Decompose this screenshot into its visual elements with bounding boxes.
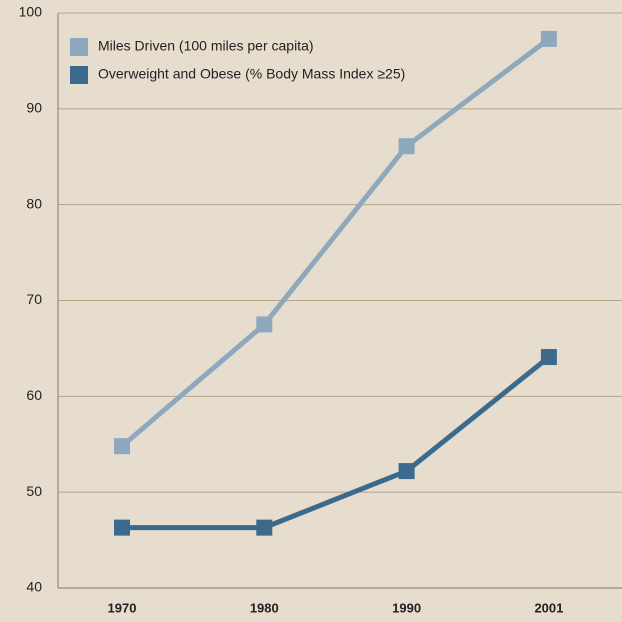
- point-marker: [256, 519, 273, 536]
- y-tick-label: 90: [26, 100, 42, 116]
- point-marker: [114, 438, 130, 455]
- y-tick-label: 70: [26, 291, 42, 307]
- x-tick-label: 1990: [392, 600, 421, 615]
- point-marker: [540, 349, 557, 366]
- legend-label: Overweight and Obese (% Body Mass Index …: [98, 66, 405, 82]
- point-marker: [398, 138, 415, 155]
- y-tick-label: 40: [26, 579, 42, 595]
- series-line: [122, 355, 551, 531]
- series-line: [120, 36, 551, 449]
- point-marker: [398, 463, 415, 480]
- point-marker: [114, 519, 130, 536]
- point-marker: [540, 30, 557, 47]
- y-tick-label: 100: [19, 4, 43, 20]
- x-tick-label: 1970: [108, 600, 137, 615]
- legend-swatch: [70, 66, 88, 84]
- legend-swatch: [70, 38, 88, 56]
- x-tick-label: 1980: [250, 600, 279, 615]
- point-marker: [256, 316, 273, 333]
- legend-label: Miles Driven (100 miles per capita): [98, 38, 314, 54]
- y-tick-label: 60: [26, 387, 42, 403]
- y-tick-label: 50: [26, 483, 42, 499]
- y-tick-label: 80: [26, 195, 42, 211]
- x-tick-label: 2001: [534, 600, 563, 615]
